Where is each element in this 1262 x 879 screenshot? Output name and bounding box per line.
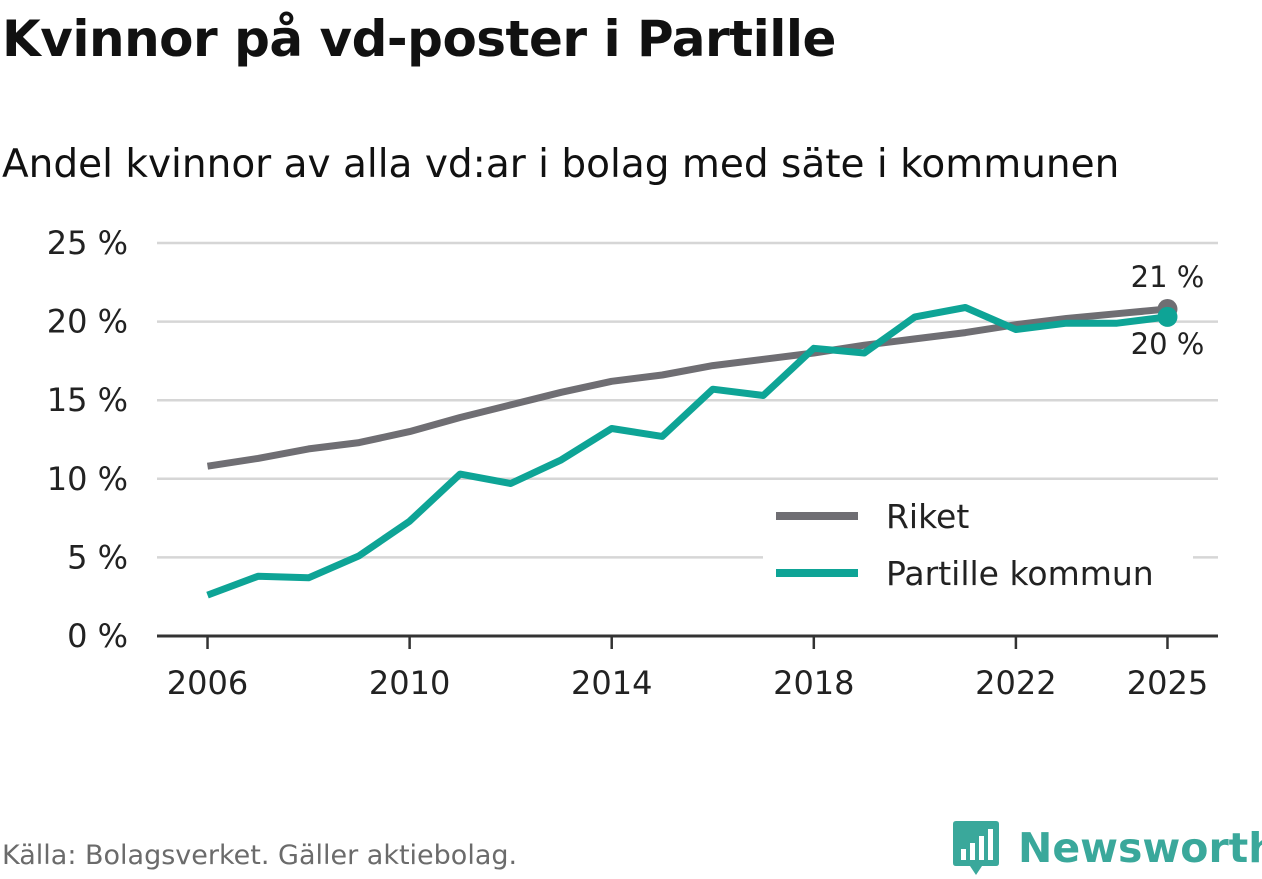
x-tick-label: 2018: [773, 664, 854, 702]
y-tick-label: 0 %: [67, 617, 128, 655]
end-labels: 21 % 20 %: [1131, 260, 1205, 361]
end-value-label: 21 %: [1131, 260, 1205, 294]
y-axis-ticks: 0 % 5 % 10 % 15 % 20 % 25 %: [47, 224, 128, 655]
series-line-partille-kommun: [206, 304, 1168, 599]
legend-label: Partille kommun: [886, 554, 1154, 593]
x-tick-label: 2022: [975, 664, 1056, 702]
y-tick-label: 5 %: [67, 538, 128, 576]
brand-name: Newsworthy: [1018, 824, 1262, 872]
x-tick-label: 2014: [571, 664, 652, 702]
legend-background: [763, 492, 1193, 604]
line-chart: 0 %5 %10 %15 %20 %25 % 2006 2010 2014 2018 2…: [47, 224, 1218, 702]
source-note: Källa: Bolagsverket. Gäller aktiebolag.: [2, 840, 518, 871]
end-point-marker: [1157, 306, 1178, 327]
chart-title: Kvinnor på vd-poster i Partille: [2, 10, 836, 68]
y-tick-label: 25 %: [47, 224, 128, 262]
x-axis-ticks: 2006 2010 2014 2018 2022 2025: [167, 636, 1208, 702]
y-tick-label: 10 %: [47, 460, 128, 498]
x-tick-label: 2025: [1127, 664, 1208, 702]
series-lines: [206, 304, 1168, 599]
newsworthy-logo-icon: [953, 821, 999, 875]
x-tick-label: 2006: [167, 664, 248, 702]
y-tick-label: 15 %: [47, 381, 128, 419]
chart-subtitle: Andel kvinnor av alla vd:ar i bolag med …: [2, 142, 1120, 187]
series-line-riket: [206, 305, 1168, 470]
x-tick-label: 2010: [369, 664, 450, 702]
legend-label: Riket: [886, 497, 969, 536]
y-tick-label: 20 %: [47, 303, 128, 341]
brand-logo: Newsworthy: [952, 818, 1262, 878]
end-value-label: 20 %: [1131, 327, 1205, 361]
legend: Riket Partille kommun: [763, 492, 1193, 604]
